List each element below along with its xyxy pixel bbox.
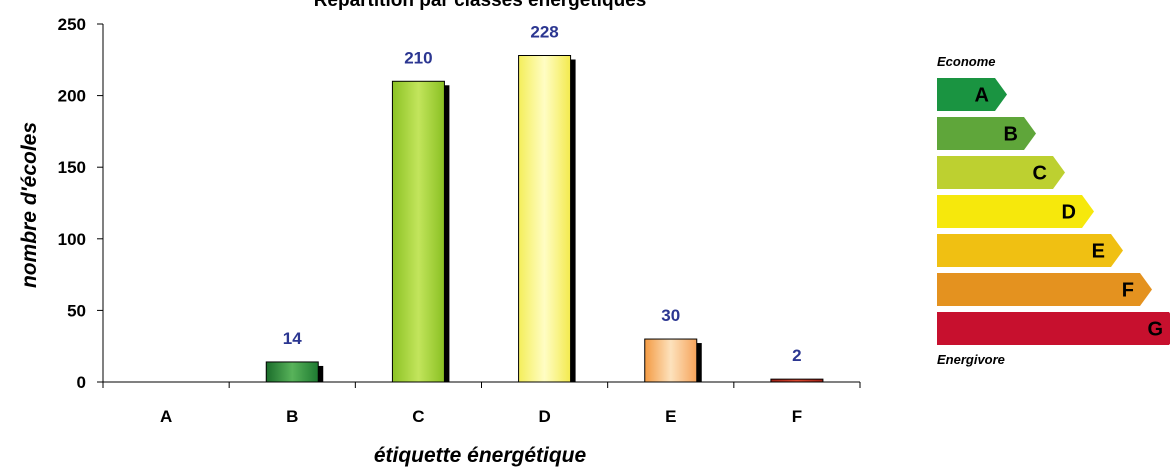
- legend-letter: G: [1147, 319, 1163, 341]
- bar-f: [770, 378, 824, 383]
- legend-arrow-b: [937, 117, 1036, 150]
- y-tick-label: 200: [58, 87, 86, 106]
- legend-letter: E: [1092, 241, 1105, 263]
- x-tick-label: D: [538, 407, 550, 426]
- x-axis-title: étiquette énergétique: [374, 444, 587, 467]
- legend-arrow-e: [937, 234, 1123, 267]
- y-tick-label: 100: [58, 230, 86, 249]
- data-label: 14: [283, 329, 302, 348]
- bar-d: [518, 55, 572, 383]
- chart-title: Répartition par classes énergétiques: [314, 0, 647, 11]
- bar-e: [644, 338, 698, 383]
- data-labels: 14 210 228 30 2: [283, 23, 802, 366]
- bar-series: [265, 55, 824, 383]
- data-label: 210: [404, 48, 432, 67]
- legend-bottom-caption: Energivore: [937, 352, 1005, 367]
- legend-letter: B: [1004, 124, 1018, 146]
- y-tick-label: 0: [77, 373, 86, 392]
- y-tick-label: 250: [58, 15, 86, 34]
- data-label: 228: [530, 23, 558, 42]
- y-tick-label: 150: [58, 158, 86, 177]
- legend-arrow-c: [937, 156, 1065, 189]
- bar-c: [391, 80, 445, 383]
- x-tick-label: A: [160, 407, 172, 426]
- y-tick-label: 50: [67, 301, 86, 320]
- bar-b: [265, 361, 319, 383]
- legend-letter: D: [1062, 202, 1076, 224]
- legend-arrow-a: [937, 78, 1007, 111]
- legend-arrow-d: [937, 195, 1094, 228]
- plot-area: 0 50 100 150 200 250 A B C D E F 14 210 228 30 2: [58, 15, 861, 426]
- legend-letter: C: [1033, 163, 1047, 185]
- legend-letter: F: [1122, 280, 1134, 302]
- data-label: 30: [661, 306, 680, 325]
- legend-arrow-f: [937, 273, 1152, 306]
- legend-letter: A: [975, 85, 989, 107]
- x-tick-label: B: [286, 407, 298, 426]
- legend-top-caption: Econome: [937, 54, 996, 69]
- data-label: 2: [792, 346, 801, 365]
- x-axis-ticks: A B C D E F: [102, 382, 861, 426]
- legend-arrow-g: [937, 312, 1170, 345]
- x-tick-label: C: [412, 407, 424, 426]
- y-axis-title: nombre d'écoles: [18, 122, 41, 288]
- y-axis-ticks: 0 50 100 150 200 250: [58, 15, 103, 392]
- x-tick-label: F: [792, 407, 802, 426]
- x-tick-label: E: [665, 407, 676, 426]
